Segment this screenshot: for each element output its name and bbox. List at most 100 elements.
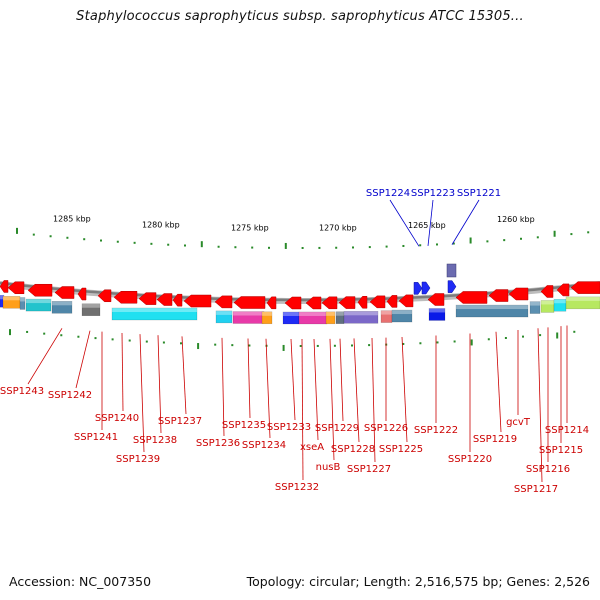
reverse-gene-arrow <box>357 296 368 309</box>
tick-mark <box>284 242 287 249</box>
domain-bands <box>0 294 600 325</box>
leader-line <box>221 337 225 437</box>
leader-line <box>451 199 480 245</box>
gene-label-ssp1235: SSP1235 <box>222 420 266 431</box>
tick-mark <box>318 246 321 249</box>
tick-mark <box>469 237 472 244</box>
gene-label-ssp1214: SSP1214 <box>545 425 589 436</box>
gene-label-ssp1228: SSP1228 <box>331 444 375 455</box>
tick-mark <box>150 242 153 245</box>
domain-band <box>343 311 379 324</box>
tick-mark <box>116 240 119 243</box>
tick-mark <box>231 344 234 347</box>
reverse-gene-arrow <box>27 283 53 297</box>
leader-line <box>495 331 502 433</box>
leader-line <box>389 199 420 247</box>
tick-mark <box>83 238 86 241</box>
gene-label-ssp1233: SSP1233 <box>267 422 311 433</box>
reverse-gene-arrow <box>77 287 87 301</box>
leader-line <box>27 328 63 385</box>
gene-label-ssp1232: SSP1232 <box>275 482 319 493</box>
tick-mark <box>49 235 52 238</box>
tick-mark <box>553 230 556 237</box>
tick-mark <box>248 344 251 347</box>
tick-mark <box>351 344 353 347</box>
tick-mark <box>402 342 405 345</box>
domain-band-highlight <box>52 301 72 306</box>
tick-mark <box>180 342 182 345</box>
domain-band-highlight <box>0 295 4 300</box>
gene-label-ssp1234: SSP1234 <box>242 440 286 451</box>
tick-mark <box>184 244 186 247</box>
gene-label-xsea: xseA <box>300 442 324 453</box>
domain-band <box>325 311 336 325</box>
gene-label-nusb: nusB <box>316 462 341 473</box>
leader-line <box>139 334 145 453</box>
reverse-gene-arrow <box>305 296 322 310</box>
kbp-label: 1275 kbp <box>231 224 269 233</box>
leader-line <box>265 338 271 439</box>
gene-label-ssp1242: SSP1242 <box>48 390 92 401</box>
gene-label-ssp1239: SSP1239 <box>116 454 160 465</box>
gene-label-ssp1217: SSP1217 <box>514 484 558 495</box>
gene-label-ssp1236: SSP1236 <box>196 438 240 449</box>
top-tick-track <box>16 227 590 249</box>
domain-band-highlight <box>233 311 264 316</box>
domain-band-highlight <box>336 311 344 316</box>
reverse-gene-arrow <box>321 296 338 310</box>
tick-mark <box>570 233 573 236</box>
domain-band-highlight <box>82 303 100 308</box>
domain-band-highlight <box>26 299 51 304</box>
reverse-gene-arrow <box>398 294 414 308</box>
tick-mark <box>145 340 148 343</box>
reverse-gene-arrow <box>338 296 356 309</box>
kbp-label: 1270 kbp <box>319 224 357 233</box>
tick-mark <box>539 334 542 337</box>
gene-label-ssp1223: SSP1223 <box>411 188 455 199</box>
gene-label-ssp1221: SSP1221 <box>457 188 501 199</box>
gene-label-ssp1240: SSP1240 <box>95 413 139 424</box>
domain-band-highlight <box>381 310 392 315</box>
domain-band-highlight <box>326 311 335 316</box>
reverse-gene-arrow <box>54 286 75 299</box>
reverse-gene-arrow <box>7 281 25 295</box>
gene-label-ssp1227: SSP1227 <box>347 464 391 475</box>
tick-mark <box>100 239 102 242</box>
tick-mark <box>520 237 522 240</box>
gene-label-ssp1238: SSP1238 <box>133 435 177 446</box>
tick-mark <box>536 236 539 239</box>
reverse-gene-arrow <box>172 293 183 307</box>
domain-band <box>111 307 198 321</box>
tick-mark <box>368 344 371 347</box>
tick-mark <box>167 243 170 246</box>
leader-line <box>157 335 162 434</box>
domain-band <box>261 311 273 325</box>
tick-mark <box>385 245 388 248</box>
reverse-gene-arrow <box>488 289 509 302</box>
leader-line <box>427 199 434 246</box>
forward-gene-arrow <box>421 281 431 295</box>
tick-mark <box>470 339 473 346</box>
domain-band-highlight <box>283 311 299 316</box>
domain-band-highlight <box>429 308 445 313</box>
tick-mark <box>111 338 114 341</box>
tick-mark <box>9 329 11 336</box>
leader-line <box>353 338 360 443</box>
domain-band <box>391 309 413 323</box>
domain-band-highlight <box>112 308 197 313</box>
reverse-gene-arrow <box>138 292 157 305</box>
tick-mark <box>200 241 203 248</box>
reverse-gene-arrow <box>284 296 302 310</box>
gene-labels: SSP1243 SSP1242 SSP1241 SSP1240 SSP1239 SSP12… <box>0 188 589 495</box>
reverse-strand-genes <box>0 280 600 310</box>
tick-mark <box>335 246 338 249</box>
kbp-label: 1265 kbp <box>408 221 446 230</box>
gene-label-ssp1237: SSP1237 <box>158 416 202 427</box>
leader-line <box>75 330 91 389</box>
domain-band <box>19 297 26 310</box>
tick-mark <box>452 242 455 245</box>
reverse-gene-arrow <box>455 291 488 304</box>
tick-mark <box>556 332 559 339</box>
gene-label-ssp1220: SSP1220 <box>448 454 492 465</box>
